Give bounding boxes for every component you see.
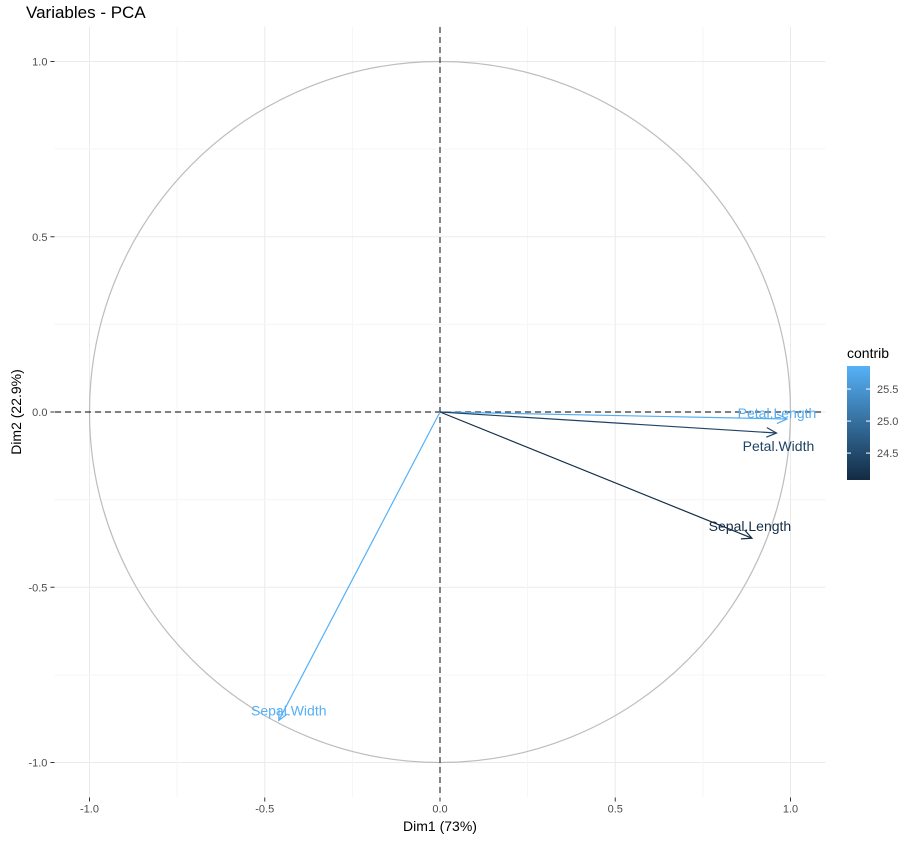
variable-label: Sepal.Length xyxy=(709,518,792,534)
y-tick-label: 0.5 xyxy=(32,232,47,244)
x-axis-label: Dim1 (73%) xyxy=(403,818,477,834)
legend-tick-label: 24.5 xyxy=(877,448,898,460)
legend: contrib 24.5 25.0 25.5 xyxy=(847,345,898,480)
arrowhead xyxy=(766,427,778,438)
variable-label: Petal.Length xyxy=(738,405,817,421)
arrowhead xyxy=(740,529,754,540)
legend-title: contrib xyxy=(847,345,889,361)
arrowhead xyxy=(278,709,288,722)
y-tick-label: 1.0 xyxy=(32,57,47,69)
x-tick-label: 1.0 xyxy=(783,804,798,816)
axes: -1.0 -0.5 0.0 0.5 1.0 -1.0 -0.5 0.0 0.5 1.0 xyxy=(28,57,798,816)
y-tick-label: -0.5 xyxy=(28,582,47,594)
y-tick-label: 0.0 xyxy=(32,407,47,419)
arrow-sepal-width xyxy=(278,411,441,721)
chart-title: Variables - PCA xyxy=(26,3,146,22)
variable-label: Sepal.Width xyxy=(251,702,326,718)
x-tick-label: 0.5 xyxy=(608,804,623,816)
variable-label: Petal.Width xyxy=(743,438,815,454)
x-tick-label: -1.0 xyxy=(80,804,99,816)
y-axis-label: Dim2 (22.9%) xyxy=(8,369,24,455)
y-tick-label: -1.0 xyxy=(28,758,47,770)
legend-tick-label: 25.0 xyxy=(877,416,898,428)
x-tick-label: -0.5 xyxy=(255,804,274,816)
arrow-sepal-length xyxy=(439,411,753,539)
legend-tick-label: 25.5 xyxy=(877,384,898,396)
arrowhead xyxy=(776,413,789,425)
arrow-petal-length xyxy=(439,411,788,420)
variable-arrows: Sepal.Length Sepal.Width Petal.Length Petal… xyxy=(251,405,817,722)
arrow-petal-width xyxy=(439,411,777,434)
x-tick-label: 0.0 xyxy=(432,804,447,816)
legend-colorbar xyxy=(847,366,870,480)
